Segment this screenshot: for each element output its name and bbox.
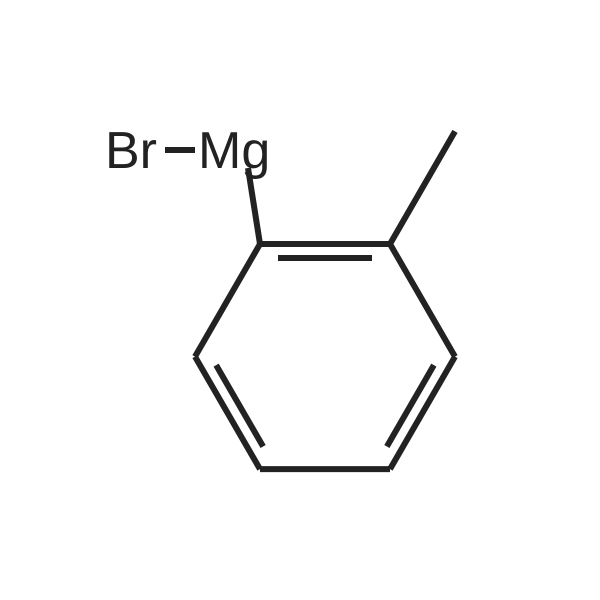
bonds-layer xyxy=(165,131,455,469)
atom-label-br: Br xyxy=(105,122,157,180)
molecule-diagram: Br Mg xyxy=(0,0,600,600)
bond-C2-C7 xyxy=(390,131,455,244)
bond-C6-C1 xyxy=(195,244,260,357)
atom-label-mg: Mg xyxy=(198,122,270,180)
bond-C5-C6 xyxy=(195,357,260,470)
bond-C2-C3 xyxy=(390,244,455,357)
bond-C3-C4 xyxy=(390,357,455,470)
